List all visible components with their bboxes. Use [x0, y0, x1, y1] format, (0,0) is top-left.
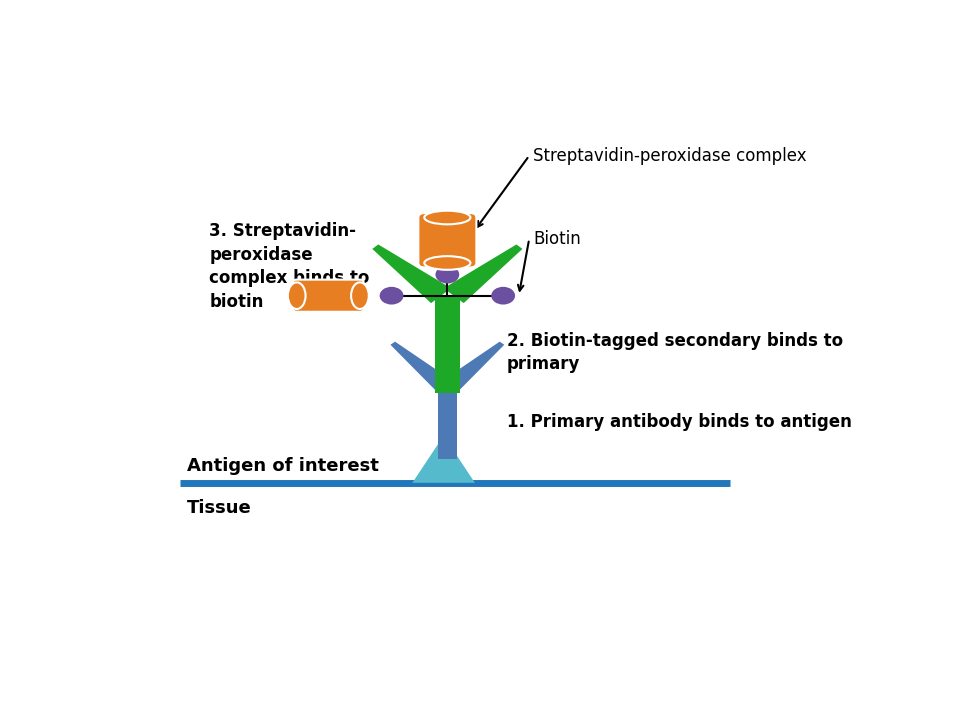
Circle shape — [492, 287, 516, 305]
Text: 3. Streptavidin-
peroxidase
complex binds to
biotin: 3. Streptavidin- peroxidase complex bind… — [209, 222, 370, 311]
Polygon shape — [438, 384, 457, 459]
Polygon shape — [435, 296, 460, 392]
Text: Antigen of interest: Antigen of interest — [187, 457, 379, 475]
Polygon shape — [413, 436, 475, 483]
Text: Biotin: Biotin — [533, 230, 581, 248]
Text: 1. Primary antibody binds to antigen: 1. Primary antibody binds to antigen — [507, 413, 852, 431]
Text: Tissue: Tissue — [187, 500, 252, 518]
Polygon shape — [444, 245, 522, 303]
Ellipse shape — [424, 256, 470, 270]
FancyBboxPatch shape — [293, 279, 364, 312]
Polygon shape — [444, 341, 504, 390]
Ellipse shape — [288, 282, 305, 309]
FancyBboxPatch shape — [419, 213, 476, 267]
Ellipse shape — [424, 211, 470, 225]
Text: Streptavidin-peroxidase complex: Streptavidin-peroxidase complex — [533, 147, 806, 165]
Text: 2. Biotin-tagged secondary binds to
primary: 2. Biotin-tagged secondary binds to prim… — [507, 333, 843, 373]
Polygon shape — [372, 245, 451, 303]
Circle shape — [379, 287, 403, 305]
Circle shape — [436, 266, 459, 284]
Ellipse shape — [351, 282, 369, 309]
Polygon shape — [391, 341, 450, 390]
